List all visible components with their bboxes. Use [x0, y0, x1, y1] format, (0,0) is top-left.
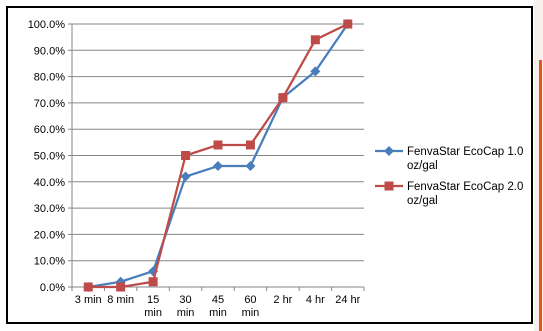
x-tick-label: 30 min	[177, 294, 195, 319]
line-chart: 0.0% 10.0% 20.0% 30.0% 40.0% 50.0% 60.0% 70.0% 8…	[28, 19, 523, 319]
y-tick-label: 80.0%	[34, 72, 65, 84]
data-point-diamond	[310, 66, 321, 77]
data-point-square	[181, 151, 191, 160]
series-group	[83, 19, 353, 292]
y-tick-label: 40.0%	[34, 177, 65, 189]
legend-label-line: oz/gal	[407, 195, 438, 207]
x-tick-label: 45 min	[209, 294, 227, 319]
legend-marker-square	[384, 181, 394, 191]
x-tick-label-line: 2 hr	[273, 294, 292, 306]
y-tick-label: 10.0%	[34, 256, 65, 268]
y-tick-label: 90.0%	[34, 45, 65, 57]
x-tick-label-line: min	[177, 307, 195, 319]
x-tick-label-line: 15	[147, 294, 159, 306]
legend-entry-1: FenvaStar EcoCap 1.0 oz/gal	[375, 146, 523, 172]
x-tick-label-line: min	[209, 307, 227, 319]
x-tick-label: 4 hr	[306, 294, 325, 306]
slide-accent-strip	[534, 0, 543, 331]
data-point-square	[343, 19, 353, 29]
y-axis-tick-labels: 0.0% 10.0% 20.0% 30.0% 40.0% 50.0% 60.0% 70.0% 8…	[28, 19, 66, 294]
x-tick-label: 3 min	[75, 294, 102, 306]
x-tick-label-line: 45	[212, 294, 224, 306]
data-point-diamond	[213, 161, 223, 172]
data-point-square	[213, 140, 223, 150]
x-tick-label: 60 min	[242, 294, 260, 319]
x-tick-label-line: 3 min	[75, 294, 102, 306]
legend-label: FenvaStar EcoCap 2.0 oz/gal	[407, 181, 523, 207]
data-point-diamond	[180, 171, 191, 182]
x-tick-label: 8 min	[107, 294, 134, 306]
data-point-square	[278, 93, 288, 103]
legend-label: FenvaStar EcoCap 1.0 oz/gal	[407, 146, 523, 172]
y-tick-label: 60.0%	[34, 124, 65, 136]
data-point-square	[245, 140, 255, 150]
x-tick-label: 15 min	[144, 294, 162, 319]
series-2	[83, 19, 353, 292]
chart-frame: 0.0% 10.0% 20.0% 30.0% 40.0% 50.0% 60.0% 70.0% 8…	[6, 6, 533, 324]
data-point-square	[310, 35, 320, 45]
y-tick-label: 0.0%	[40, 282, 65, 294]
data-point-square	[116, 282, 126, 292]
x-tick-label-line: 4 hr	[306, 294, 325, 306]
legend-label-line: FenvaStar EcoCap 1.0	[407, 146, 523, 158]
legend-label-line: oz/gal	[407, 160, 438, 172]
x-tick-label-line: 30	[179, 294, 191, 306]
x-tick-label: 2 hr	[273, 294, 292, 306]
y-tick-label: 100.0%	[28, 19, 66, 31]
y-tick-label: 70.0%	[34, 98, 65, 110]
y-tick-label: 20.0%	[34, 229, 65, 241]
data-point-diamond	[245, 161, 256, 172]
data-point-square	[148, 277, 158, 287]
legend-label-line: FenvaStar EcoCap 2.0	[407, 181, 523, 193]
data-point-square	[83, 282, 93, 292]
legend-entry-2: FenvaStar EcoCap 2.0 oz/gal	[375, 181, 523, 207]
y-tick-label: 50.0%	[34, 151, 65, 163]
legend-marker-diamond	[384, 146, 394, 156]
x-tick-label-line: 24 hr	[335, 294, 360, 306]
x-tick-label-line: min	[242, 307, 260, 319]
x-tick-label: 24 hr	[335, 294, 360, 306]
x-tick-label-line: 8 min	[107, 294, 134, 306]
y-tick-label: 30.0%	[34, 203, 65, 215]
x-tick-label-line: min	[144, 307, 162, 319]
x-tick-label-line: 60	[244, 294, 256, 306]
slide-accent-line	[539, 60, 542, 331]
